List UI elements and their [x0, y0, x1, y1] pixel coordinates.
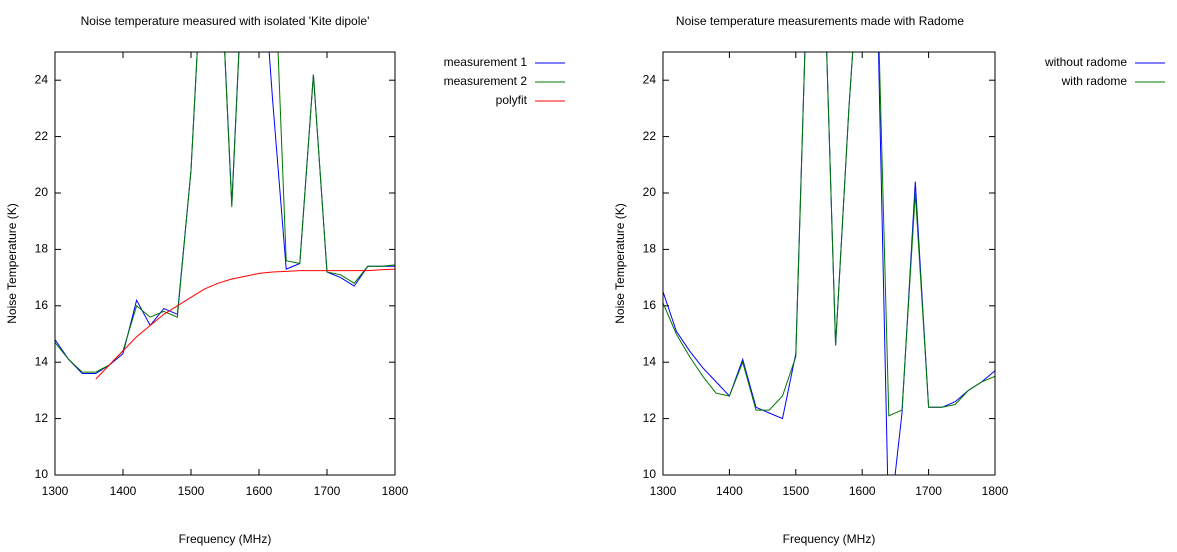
- y-tick-label: 10: [643, 467, 657, 481]
- series-line: [55, 52, 395, 373]
- x-tick-label: 1800: [382, 484, 409, 498]
- plot-border: [54, 51, 396, 476]
- x-tick-label: 1500: [782, 484, 809, 498]
- x-tick-label: 1400: [110, 484, 137, 498]
- plot-border: [662, 51, 996, 476]
- y-axis-label: Noise Temperature (K): [613, 203, 627, 324]
- y-tick-label: 22: [35, 129, 49, 143]
- x-tick-label: 1500: [178, 484, 205, 498]
- legend-label: measurement 2: [444, 74, 528, 88]
- series-line: [663, 52, 995, 417]
- y-tick-label: 16: [643, 298, 657, 312]
- plot-area: [663, 52, 995, 475]
- y-tick-label: 16: [35, 298, 49, 312]
- y-axis-label: Noise Temperature (K): [5, 203, 19, 324]
- legend-label: measurement 1: [444, 55, 528, 69]
- y-tick-label: 18: [35, 242, 49, 256]
- y-tick-label: 18: [643, 242, 657, 256]
- legend-label: without radome: [1044, 55, 1127, 69]
- plot-area: [55, 52, 395, 380]
- chart-title: Noise temperature measurements made with…: [676, 14, 964, 28]
- x-tick-label: 1300: [42, 484, 69, 498]
- x-tick-label: 1800: [982, 484, 1009, 498]
- y-tick-label: 22: [643, 129, 657, 143]
- x-axis-label: Frequency (MHz): [783, 532, 876, 546]
- chart-title: Noise temperature measured with isolated…: [81, 14, 370, 28]
- series-line: [95, 268, 395, 380]
- y-tick-label: 12: [35, 411, 49, 425]
- x-tick-label: 1600: [849, 484, 876, 498]
- y-tick-label: 12: [643, 411, 657, 425]
- y-tick-label: 24: [643, 72, 657, 86]
- x-tick-label: 1700: [915, 484, 942, 498]
- y-tick-label: 24: [35, 72, 49, 86]
- y-tick-label: 20: [643, 185, 657, 199]
- series-line: [663, 52, 995, 475]
- x-tick-label: 1400: [716, 484, 743, 498]
- x-tick-label: 1300: [650, 484, 677, 498]
- legend-label: with radome: [1061, 74, 1128, 88]
- x-tick-label: 1600: [246, 484, 273, 498]
- y-tick-label: 14: [643, 354, 657, 368]
- legend-label: polyfit: [496, 93, 528, 107]
- x-tick-label: 1700: [314, 484, 341, 498]
- y-tick-label: 14: [35, 354, 49, 368]
- x-axis-label: Frequency (MHz): [179, 532, 272, 546]
- y-tick-label: 10: [35, 467, 49, 481]
- y-tick-label: 20: [35, 185, 49, 199]
